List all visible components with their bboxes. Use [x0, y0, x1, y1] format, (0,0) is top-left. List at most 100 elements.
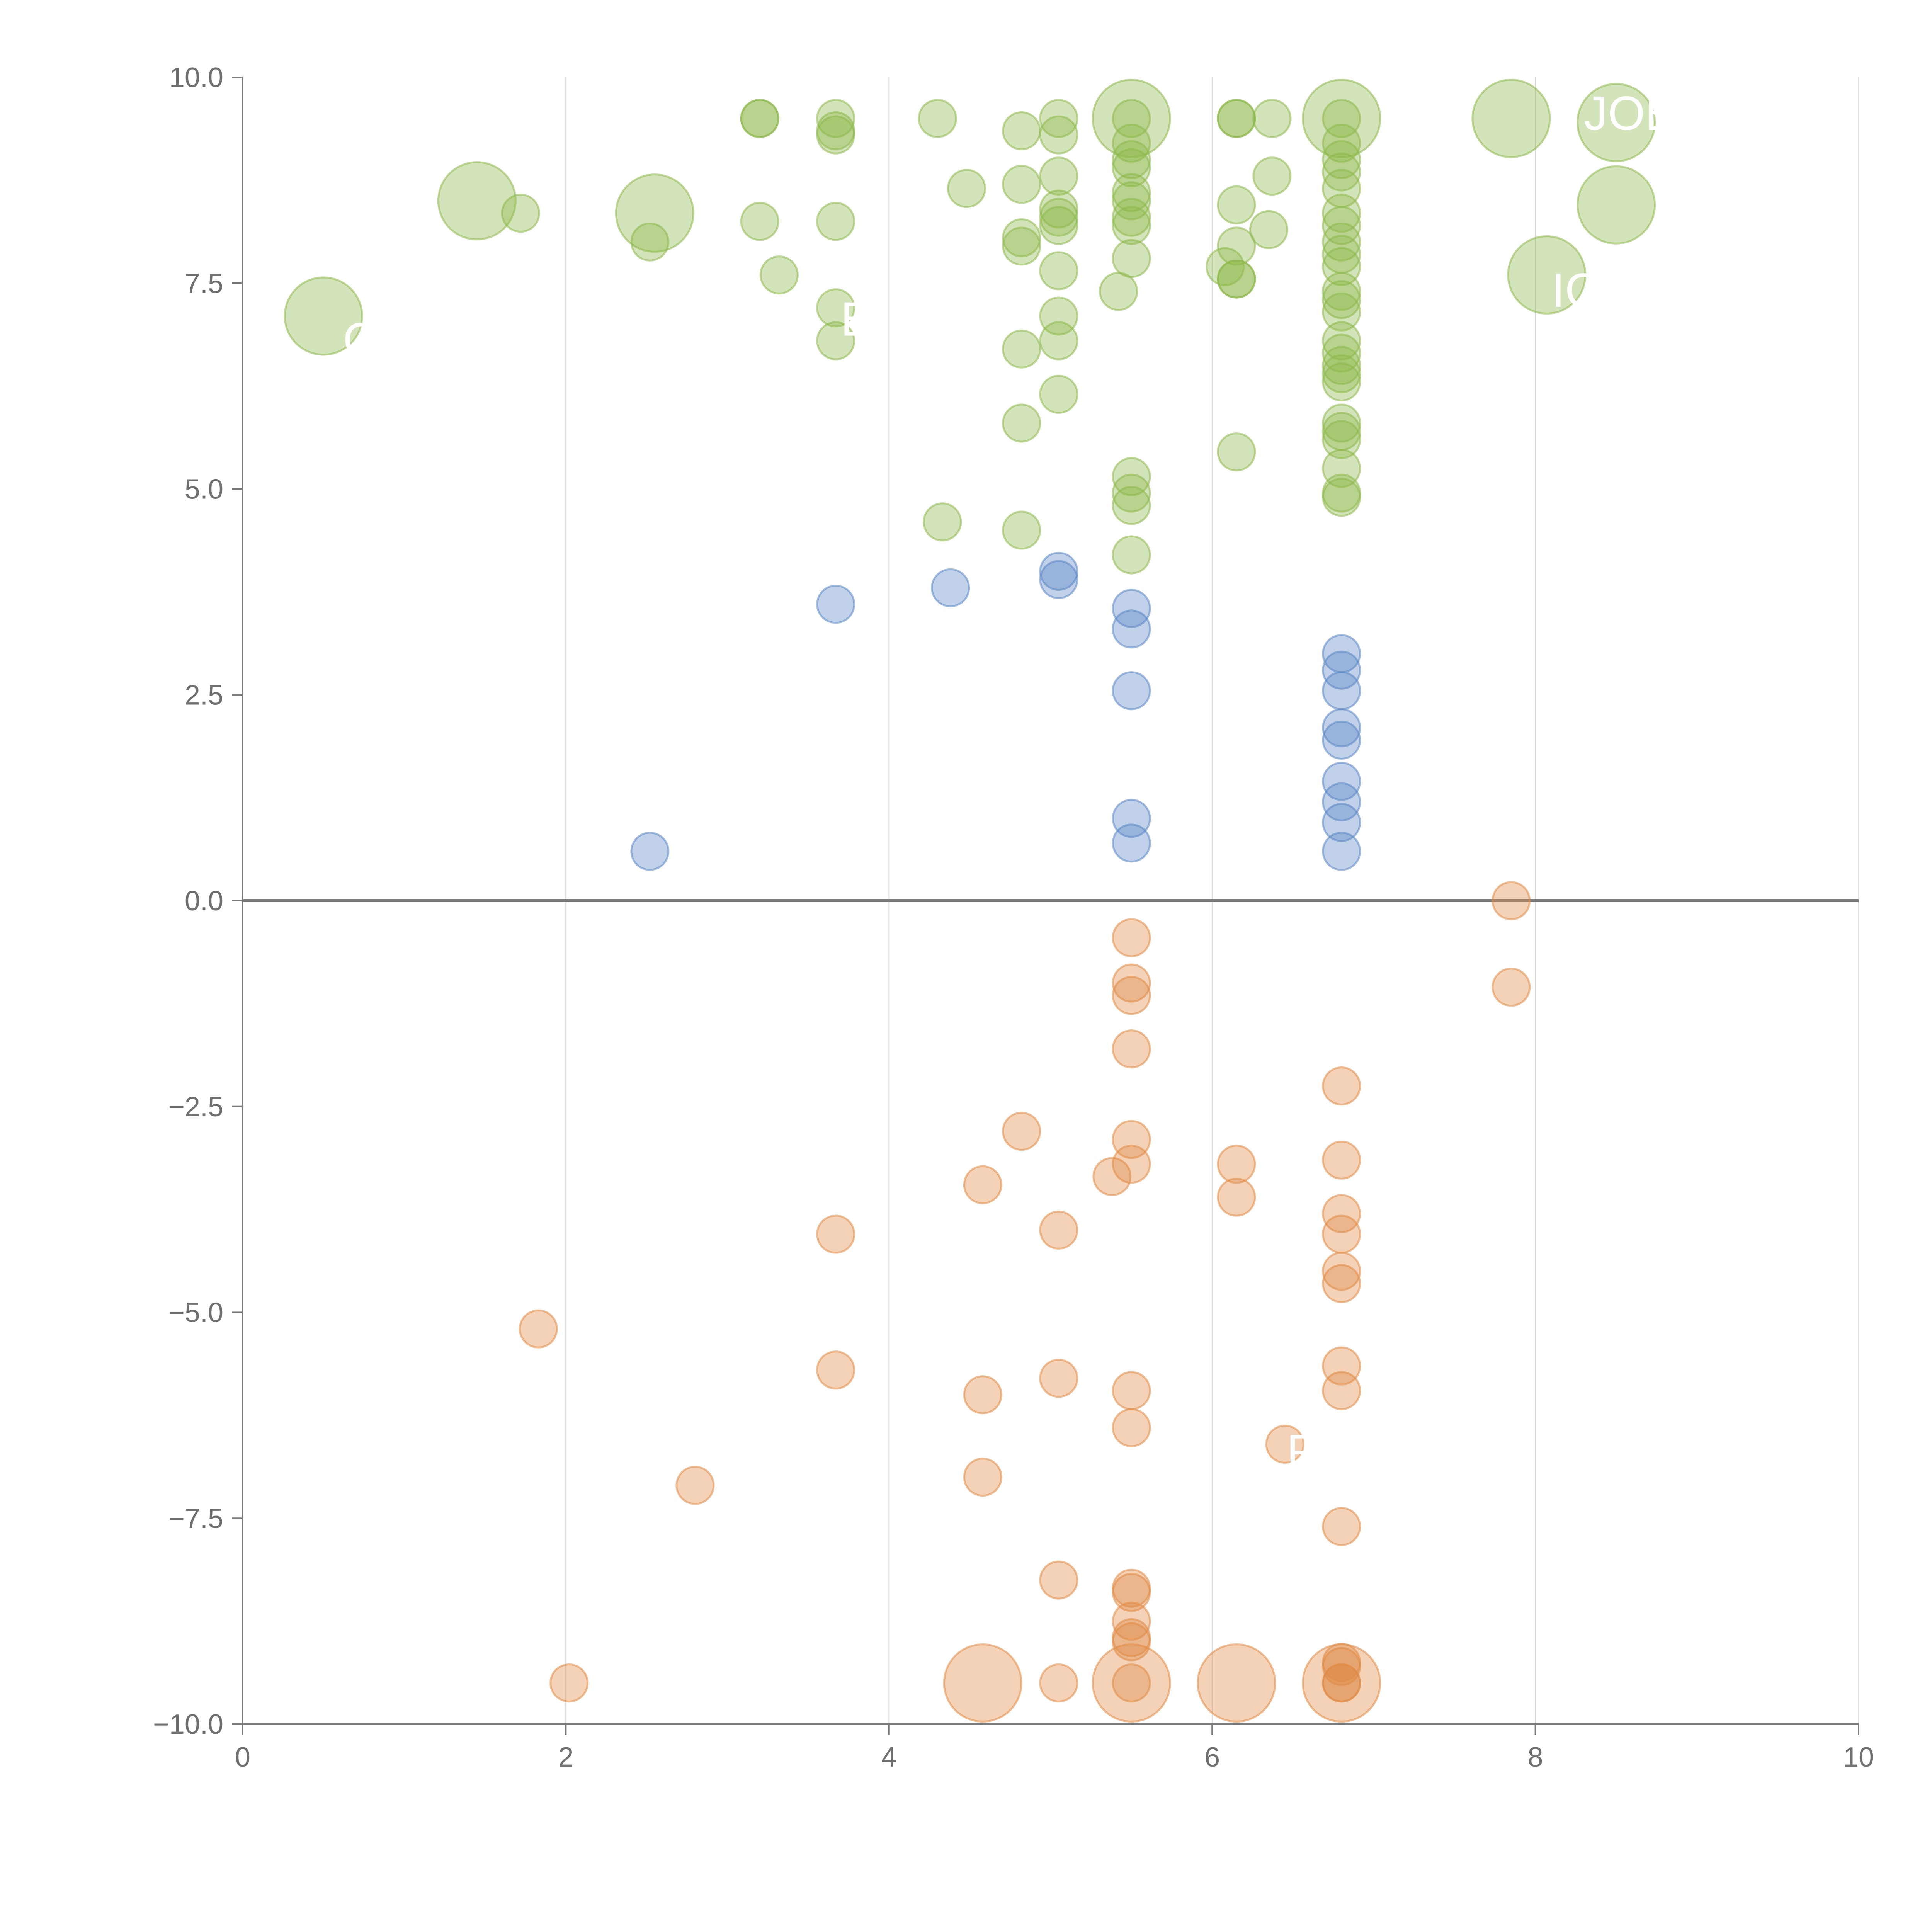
positive-point: [816, 321, 855, 361]
positive-point: [1577, 83, 1656, 162]
positive-point: [1471, 79, 1551, 158]
negative-point: [1002, 1112, 1041, 1151]
positive-point: [1217, 432, 1256, 472]
positive-point: [1322, 292, 1361, 332]
positive-point: [1507, 235, 1587, 315]
positive-point: [918, 99, 957, 138]
positive-point: [1322, 206, 1361, 245]
x-tick-label: 6: [1204, 1742, 1220, 1773]
positive-point: [947, 169, 986, 208]
negative-point: [1322, 1647, 1361, 1686]
positive-point: [1002, 165, 1041, 204]
positive-point: [1112, 206, 1151, 245]
positive-point: [1577, 165, 1656, 245]
negative-point: [1112, 963, 1151, 1003]
negative-point: [1322, 1507, 1361, 1546]
x-tick-label: 2: [558, 1742, 573, 1773]
neutral-point: [1322, 832, 1361, 871]
positive-point: [1002, 329, 1041, 369]
neutral-point: [1322, 782, 1361, 821]
point-annotation: C: [343, 313, 378, 367]
negative-point: [1217, 1145, 1256, 1184]
neutral-point: [630, 832, 670, 871]
neutral-point: [1322, 708, 1361, 747]
negative-point: [1322, 1194, 1361, 1233]
negative-point: [549, 1663, 589, 1702]
negative-point: [1112, 1602, 1151, 1641]
positive-point: [816, 111, 855, 151]
positive-point: [1039, 206, 1078, 245]
positive-point: [1322, 354, 1361, 393]
positive-point: [1002, 226, 1041, 266]
neutral-point: [1112, 609, 1151, 649]
negative-point: [816, 1214, 855, 1254]
positive-point: [740, 202, 779, 241]
negative-point: [963, 1375, 1002, 1415]
positive-point: [1206, 247, 1245, 286]
positive-point: [1112, 535, 1151, 575]
positive-point: [923, 502, 962, 542]
positive-point: [1217, 226, 1256, 266]
positive-point: [1322, 152, 1361, 192]
positive-point: [1112, 473, 1151, 513]
positive-point: [1322, 362, 1361, 401]
negative-point: [1217, 1177, 1256, 1217]
negative-point: [1197, 1643, 1276, 1723]
positive-point: [1112, 457, 1151, 497]
positive-point: [1002, 111, 1041, 151]
y-tick-label: 0.0: [185, 886, 223, 917]
negative-point: [1112, 976, 1151, 1015]
negative-point: [1039, 1210, 1078, 1250]
negative-point: [1492, 968, 1531, 1007]
neutral-point: [1039, 560, 1078, 599]
points-layer: [284, 79, 1656, 1723]
x-tick-label: 0: [235, 1742, 250, 1773]
positive-point: [1039, 115, 1078, 155]
positive-point: [1252, 99, 1292, 138]
negative-point: [1112, 1029, 1151, 1069]
negative-point: [1492, 881, 1531, 920]
positive-point: [1039, 99, 1078, 138]
positive-point: [1039, 321, 1078, 361]
negative-point: [1265, 1424, 1304, 1464]
neutral-point: [1322, 720, 1361, 760]
point-annotation: JOE: [1584, 87, 1677, 140]
negative-point: [1322, 1264, 1361, 1303]
y-tick-label: 2.5: [185, 680, 223, 711]
point-annotation: B: [840, 293, 872, 346]
negative-point: [1039, 1663, 1078, 1702]
positive-point: [1322, 140, 1361, 179]
positive-point: [1099, 272, 1138, 311]
neutral-point: [1112, 588, 1151, 628]
x-tick-label: 4: [881, 1742, 897, 1773]
positive-point: [1322, 272, 1361, 311]
positive-point: [759, 255, 799, 294]
y-tick-label: −2.5: [168, 1092, 223, 1122]
positive-point: [1322, 123, 1361, 163]
negative-point: [963, 1458, 1002, 1497]
neutral-point: [1322, 803, 1361, 842]
negative-point: [1112, 1408, 1151, 1447]
positive-point: [1322, 403, 1361, 443]
neutral-point: [1322, 762, 1361, 801]
positive-point: [284, 276, 363, 356]
negative-point: [1322, 1066, 1361, 1105]
y-tick-label: 5.0: [185, 474, 223, 505]
positive-point: [1217, 259, 1256, 299]
negative-point: [1112, 918, 1151, 957]
positive-point: [1092, 79, 1171, 158]
point-annotation: ICE: [1551, 264, 1631, 317]
negative-point: [1112, 1663, 1151, 1702]
positive-point: [1112, 486, 1151, 525]
negative-point: [943, 1643, 1022, 1723]
negative-point: [1322, 1252, 1361, 1291]
point-annotation: R: [1287, 1425, 1321, 1478]
x-tick-label: 10: [1843, 1742, 1874, 1773]
positive-point: [1322, 194, 1361, 233]
negative-point: [1112, 1371, 1151, 1410]
positive-point: [615, 173, 694, 253]
negative-point: [1322, 1663, 1361, 1702]
neutral-point: [816, 585, 855, 624]
